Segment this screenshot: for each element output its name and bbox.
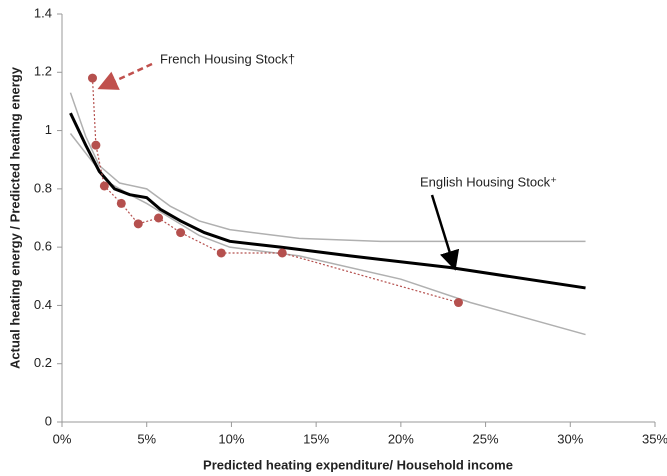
point xyxy=(99,181,109,191)
point xyxy=(453,298,463,308)
point xyxy=(154,213,164,223)
y-tick-label: 1 xyxy=(45,122,52,137)
x-tick-label: 25% xyxy=(473,431,499,446)
point xyxy=(116,198,126,208)
x-tick-label: 35% xyxy=(642,431,667,446)
point xyxy=(91,140,101,150)
y-tick-label: 0.8 xyxy=(34,180,52,195)
point xyxy=(87,73,97,83)
y-axis-label: Actual heating energy / Predicted heatin… xyxy=(7,66,22,369)
annotation-arrow xyxy=(97,62,153,90)
point xyxy=(176,228,186,238)
x-tick-label: 30% xyxy=(557,431,583,446)
annotation: English Housing Stock⁺ xyxy=(420,174,557,189)
point xyxy=(277,248,287,258)
point xyxy=(216,248,226,258)
line xyxy=(69,133,586,336)
dotted-line xyxy=(91,78,459,304)
y-tick-label: 0.4 xyxy=(34,297,52,312)
y-tick-label: 1.4 xyxy=(34,5,52,20)
x-tick-label: 20% xyxy=(388,431,414,446)
y-tick-label: 0.6 xyxy=(34,239,52,254)
annotation: French Housing Stock† xyxy=(160,51,295,66)
annotation-arrow xyxy=(430,194,460,271)
y-tick-label: 1.2 xyxy=(34,64,52,79)
x-tick-label: 0% xyxy=(53,431,72,446)
x-tick-label: 5% xyxy=(137,431,156,446)
x-axis-label: Predicted heating expenditure/ Household… xyxy=(203,457,513,472)
y-tick-label: 0.2 xyxy=(34,355,52,370)
x-tick-label: 15% xyxy=(303,431,329,446)
point xyxy=(133,219,143,229)
line xyxy=(69,112,586,290)
line xyxy=(69,92,586,243)
y-tick-label: 0 xyxy=(45,413,52,428)
x-tick-label: 10% xyxy=(218,431,244,446)
